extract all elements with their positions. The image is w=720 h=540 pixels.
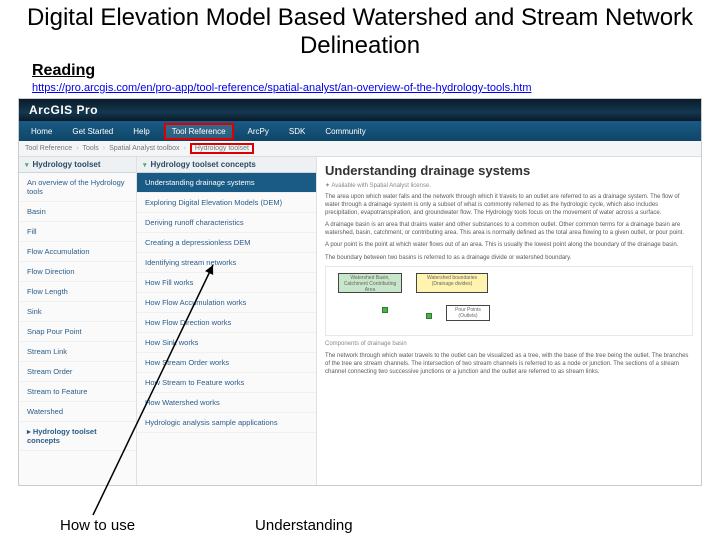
article-paragraph: A drainage basin is an area that drains … <box>325 221 693 237</box>
article-paragraph: The network through which water travels … <box>325 352 693 376</box>
label-how-to-use: How to use <box>60 517 135 534</box>
article-subhead: Components of drainage basin <box>325 340 693 348</box>
panel-header-concepts[interactable]: ▾ Hydrology toolset concepts <box>137 157 316 173</box>
nav-item[interactable]: ArcPy <box>242 125 275 138</box>
nav-item[interactable]: Tool Reference <box>164 123 234 140</box>
toolset-item[interactable]: Flow Length <box>19 282 136 302</box>
concept-item[interactable]: Understanding drainage systems <box>137 173 316 193</box>
reading-label: Reading <box>32 62 720 80</box>
nav-item[interactable]: Community <box>319 125 371 138</box>
breadcrumb-item[interactable]: Spatial Analyst toolbox <box>109 145 179 152</box>
panel-header-label: Hydrology toolset concepts <box>151 160 256 169</box>
concept-item[interactable]: Deriving runoff characteristics <box>137 213 316 233</box>
slide-title: Digital Elevation Model Based Watershed … <box>0 0 720 60</box>
diagram-watershed-box: Watershed Basin, Catchment Contributing … <box>338 273 402 293</box>
toolset-concepts-link[interactable]: ▸ Hydrology toolset concepts <box>19 422 136 451</box>
app-logo: ArcGIS Pro <box>29 103 98 117</box>
breadcrumb: Tool Reference›Tools›Spatial Analyst too… <box>19 141 701 157</box>
toolset-item[interactable]: Sink <box>19 302 136 322</box>
concept-item[interactable]: How Stream Order works <box>137 353 316 373</box>
left-toolset-panel: ▾ Hydrology toolset An overview of the H… <box>19 157 137 485</box>
toolset-item[interactable]: Fill <box>19 222 136 242</box>
article-pane: Understanding drainage systems ✦ Availab… <box>317 157 701 485</box>
nav-item[interactable]: Home <box>25 125 58 138</box>
concept-item[interactable]: Identifying stream networks <box>137 253 316 273</box>
diagram-outlet-marker <box>426 313 432 319</box>
nav-item[interactable]: SDK <box>283 125 311 138</box>
concept-item[interactable]: How Stream to Feature works <box>137 373 316 393</box>
concept-item[interactable]: How Flow Direction works <box>137 313 316 333</box>
concept-item[interactable]: Creating a depressionless DEM <box>137 233 316 253</box>
panel-header-label: Hydrology toolset <box>33 160 101 169</box>
app-navbar: Home Get Started Help Tool Reference ArcPy SD… <box>19 121 701 141</box>
diagram-pourpoints-box: Pour Points (Outlets) <box>446 305 490 321</box>
toolset-item[interactable]: Stream Order <box>19 362 136 382</box>
app-topbar: ArcGIS Pro <box>19 99 701 121</box>
toolset-item[interactable]: Stream Link <box>19 342 136 362</box>
panel-header-toolset[interactable]: ▾ Hydrology toolset <box>19 157 136 173</box>
concept-item[interactable]: How Flow Accumulation works <box>137 293 316 313</box>
concept-item[interactable]: Exploring Digital Elevation Models (DEM) <box>137 193 316 213</box>
reading-link[interactable]: https://pro.arcgis.com/en/pro-app/tool-r… <box>32 82 720 94</box>
label-understanding: Understanding <box>255 517 353 534</box>
toolset-item[interactable]: Snap Pour Point <box>19 322 136 342</box>
breadcrumb-item[interactable]: Hydrology toolset <box>190 143 254 154</box>
nav-item[interactable]: Help <box>127 125 155 138</box>
concepts-panel: ▾ Hydrology toolset concepts Understandi… <box>137 157 317 485</box>
diagram-boundaries-box: Watershed boundaries (Drainage divides) <box>416 273 488 293</box>
toolset-item[interactable]: Stream to Feature <box>19 382 136 402</box>
toolset-item[interactable]: Watershed <box>19 402 136 422</box>
embedded-screenshot: ArcGIS Pro Home Get Started Help Tool Refer… <box>18 98 702 486</box>
bottom-annotations: How to use Understanding <box>0 517 720 534</box>
concept-item[interactable]: Hydrologic analysis sample applications <box>137 413 316 433</box>
breadcrumb-item[interactable]: Tools <box>82 145 98 152</box>
article-paragraph: The boundary between two basins is refer… <box>325 254 693 262</box>
concept-item[interactable]: How Sink works <box>137 333 316 353</box>
chevron-down-icon: ▾ <box>143 161 147 169</box>
chevron-down-icon: ▾ <box>25 161 29 169</box>
concept-item[interactable]: How Fill works <box>137 273 316 293</box>
toolset-item[interactable]: Flow Direction <box>19 262 136 282</box>
diagram-outlet-marker <box>382 307 388 313</box>
watershed-diagram: Watershed Basin, Catchment Contributing … <box>325 266 693 336</box>
toolset-item[interactable]: An overview of the Hydrology tools <box>19 173 136 202</box>
article-paragraph: A pour point is the point at which water… <box>325 241 693 249</box>
toolset-item[interactable]: Basin <box>19 202 136 222</box>
concept-item[interactable]: How Watershed works <box>137 393 316 413</box>
article-title: Understanding drainage systems <box>325 163 693 178</box>
nav-item[interactable]: Get Started <box>66 125 119 138</box>
breadcrumb-item[interactable]: Tool Reference <box>25 145 72 152</box>
license-note: ✦ Available with Spatial Analyst license… <box>325 182 693 189</box>
article-paragraph: The area upon which water falls and the … <box>325 193 693 217</box>
toolset-item[interactable]: Flow Accumulation <box>19 242 136 262</box>
